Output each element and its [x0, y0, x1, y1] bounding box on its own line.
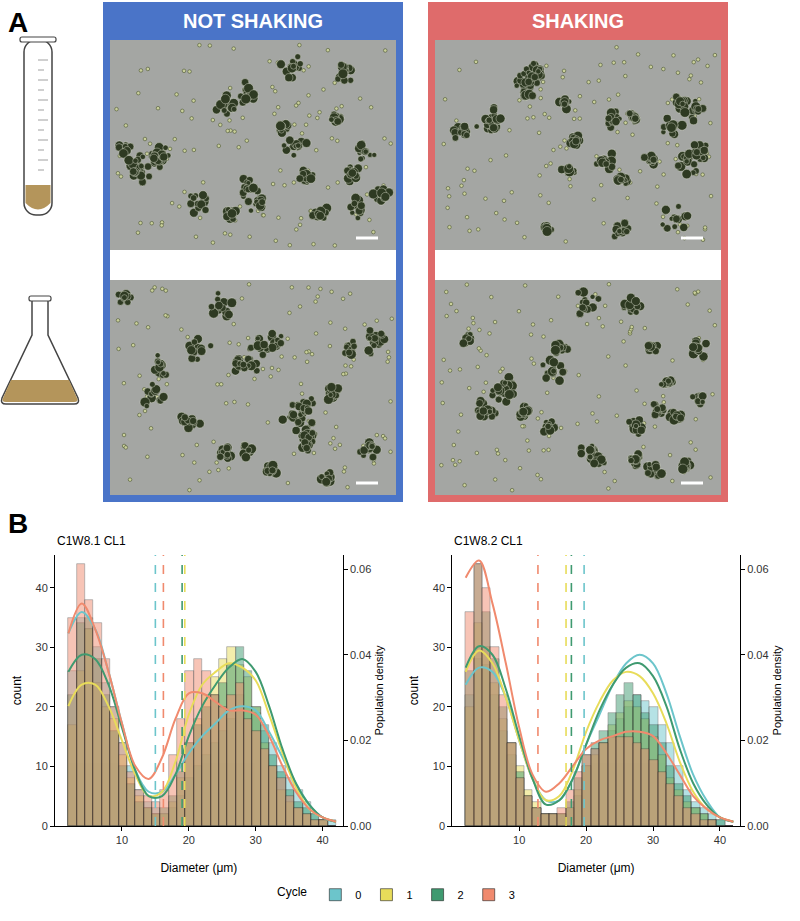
svg-text:0.06: 0.06: [350, 563, 371, 575]
svg-text:count: count: [10, 675, 24, 705]
svg-text:40: 40: [36, 582, 48, 594]
svg-text:C1W8.2 CL1: C1W8.2 CL1: [454, 534, 523, 548]
svg-text:2: 2: [458, 889, 464, 901]
svg-text:10: 10: [433, 760, 445, 772]
svg-text:0.00: 0.00: [350, 820, 371, 832]
svg-text:0: 0: [42, 820, 48, 832]
svg-text:Population density: Population density: [373, 645, 385, 735]
svg-text:1: 1: [406, 889, 412, 901]
svg-text:30: 30: [647, 834, 659, 846]
svg-text:count: count: [407, 675, 421, 705]
svg-text:Diameter (μm): Diameter (μm): [160, 861, 237, 875]
svg-text:C1W8.1 CL1: C1W8.1 CL1: [57, 534, 126, 548]
svg-text:Population density: Population density: [771, 645, 783, 735]
svg-text:10: 10: [513, 834, 525, 846]
svg-text:0.02: 0.02: [747, 734, 768, 746]
svg-text:20: 20: [183, 834, 195, 846]
svg-text:0.02: 0.02: [350, 734, 371, 746]
svg-text:A: A: [8, 7, 28, 38]
svg-text:40: 40: [714, 834, 726, 846]
html-text:B: B: [8, 508, 29, 539]
svg-text:30: 30: [36, 641, 48, 653]
svg-text:Cycle: Cycle: [277, 885, 307, 899]
svg-text:0.06: 0.06: [747, 563, 768, 575]
svg-text:0: 0: [355, 889, 361, 901]
svg-text:20: 20: [36, 701, 48, 713]
svg-text:30: 30: [250, 834, 262, 846]
svg-text:20: 20: [433, 701, 445, 713]
svg-text:30: 30: [433, 641, 445, 653]
svg-text:10: 10: [36, 760, 48, 772]
svg-text:20: 20: [580, 834, 592, 846]
svg-text:0.04: 0.04: [350, 649, 371, 661]
svg-text:0.00: 0.00: [747, 820, 768, 832]
svg-text:0.04: 0.04: [747, 649, 768, 661]
svg-text:10: 10: [116, 834, 128, 846]
svg-text:SHAKING: SHAKING: [532, 10, 624, 32]
svg-text:40: 40: [433, 582, 445, 594]
svg-text:0: 0: [439, 820, 445, 832]
svg-text:40: 40: [317, 834, 329, 846]
svg-text:NOT SHAKING: NOT SHAKING: [183, 10, 323, 32]
svg-text:Diameter (μm): Diameter (μm): [558, 861, 635, 875]
svg-text:3: 3: [509, 889, 515, 901]
